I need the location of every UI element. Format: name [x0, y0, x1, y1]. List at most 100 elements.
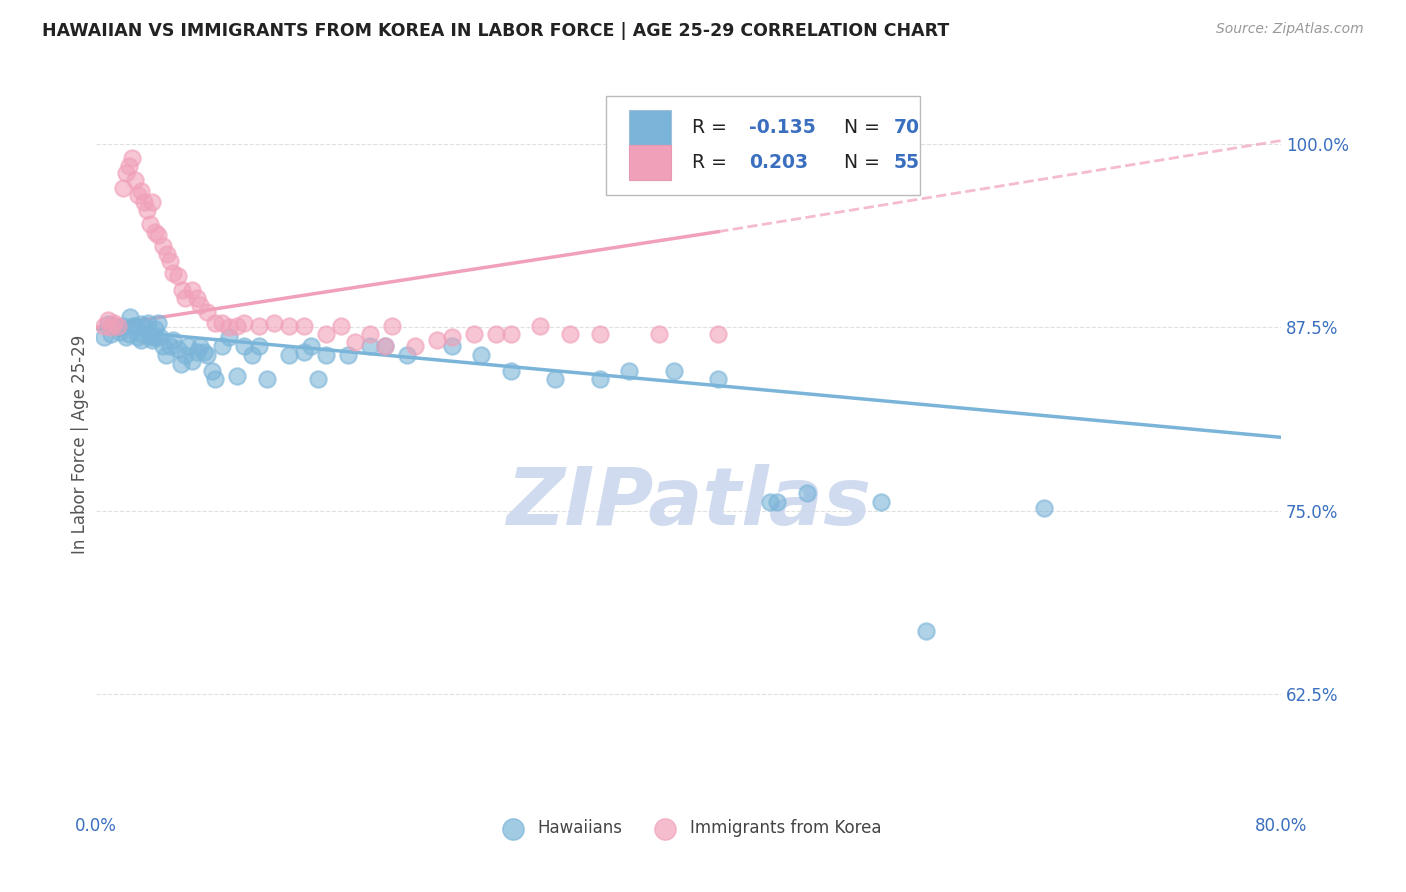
- Point: [174, 348, 197, 362]
- Point: [141, 334, 163, 348]
- Text: N =: N =: [832, 153, 886, 172]
- Point: [152, 239, 174, 253]
- Point: [148, 316, 170, 330]
- Point: [463, 327, 485, 342]
- Point: [148, 227, 170, 242]
- Point: [589, 327, 612, 342]
- Point: [169, 357, 191, 371]
- Point: [218, 320, 240, 334]
- Point: [181, 354, 204, 368]
- Point: [225, 318, 247, 333]
- Point: [138, 217, 160, 231]
- Point: [277, 348, 299, 362]
- Point: [292, 318, 315, 333]
- Legend: Hawaiians, Immigrants from Korea: Hawaiians, Immigrants from Korea: [489, 813, 887, 844]
- Point: [131, 327, 153, 342]
- Point: [485, 327, 508, 342]
- Point: [292, 345, 315, 359]
- Point: [174, 291, 197, 305]
- Point: [166, 268, 188, 283]
- Point: [619, 364, 641, 378]
- Point: [155, 348, 177, 362]
- Point: [100, 320, 122, 334]
- Text: R =: R =: [692, 153, 740, 172]
- Point: [100, 327, 122, 342]
- Point: [359, 339, 381, 353]
- Point: [277, 318, 299, 333]
- Point: [914, 624, 936, 639]
- Point: [188, 339, 211, 353]
- Point: [648, 327, 671, 342]
- Point: [225, 368, 247, 383]
- FancyBboxPatch shape: [606, 95, 920, 195]
- Point: [404, 339, 426, 353]
- Point: [233, 316, 256, 330]
- Point: [426, 334, 449, 348]
- Text: -0.135: -0.135: [749, 118, 815, 136]
- Point: [159, 339, 181, 353]
- Point: [359, 327, 381, 342]
- Point: [166, 342, 188, 356]
- Point: [558, 327, 581, 342]
- Point: [124, 173, 146, 187]
- Point: [121, 151, 143, 165]
- Text: ZIPatlas: ZIPatlas: [506, 465, 872, 542]
- Point: [124, 318, 146, 333]
- Point: [186, 345, 208, 359]
- Point: [218, 330, 240, 344]
- Point: [440, 330, 463, 344]
- Point: [707, 371, 730, 385]
- Text: N =: N =: [832, 118, 886, 136]
- FancyBboxPatch shape: [630, 110, 671, 145]
- Point: [662, 364, 685, 378]
- Point: [136, 316, 159, 330]
- Y-axis label: In Labor Force | Age 25-29: In Labor Force | Age 25-29: [72, 335, 89, 554]
- Point: [156, 246, 179, 260]
- Point: [107, 320, 129, 334]
- Point: [141, 195, 163, 210]
- Point: [145, 330, 167, 344]
- Point: [247, 318, 270, 333]
- Point: [138, 327, 160, 342]
- Point: [374, 339, 396, 353]
- Point: [132, 195, 155, 210]
- Point: [114, 166, 136, 180]
- Point: [707, 327, 730, 342]
- Point: [129, 334, 152, 348]
- Point: [1033, 500, 1056, 515]
- Point: [103, 316, 125, 330]
- Point: [374, 339, 396, 353]
- Point: [134, 320, 156, 334]
- Point: [145, 225, 167, 239]
- Text: R =: R =: [692, 118, 733, 136]
- Point: [122, 318, 145, 333]
- Point: [127, 188, 149, 202]
- Point: [240, 348, 263, 362]
- Point: [381, 318, 404, 333]
- Point: [172, 284, 194, 298]
- Point: [93, 330, 115, 344]
- Text: HAWAIIAN VS IMMIGRANTS FROM KOREA IN LABOR FORCE | AGE 25-29 CORRELATION CHART: HAWAIIAN VS IMMIGRANTS FROM KOREA IN LAB…: [42, 22, 949, 40]
- Point: [759, 495, 782, 509]
- Point: [111, 180, 134, 194]
- Point: [162, 266, 184, 280]
- Point: [499, 327, 522, 342]
- Point: [544, 371, 567, 385]
- Point: [499, 364, 522, 378]
- Point: [344, 334, 367, 349]
- Point: [589, 371, 612, 385]
- Point: [188, 298, 211, 312]
- FancyBboxPatch shape: [630, 145, 671, 180]
- Point: [201, 364, 224, 378]
- Point: [195, 348, 218, 362]
- Point: [233, 339, 256, 353]
- Point: [529, 318, 551, 333]
- Point: [307, 371, 329, 385]
- Point: [97, 317, 120, 331]
- Point: [396, 348, 419, 362]
- Point: [152, 339, 174, 353]
- Text: 55: 55: [894, 153, 920, 172]
- Point: [129, 317, 152, 331]
- Point: [162, 334, 184, 348]
- Point: [263, 316, 285, 330]
